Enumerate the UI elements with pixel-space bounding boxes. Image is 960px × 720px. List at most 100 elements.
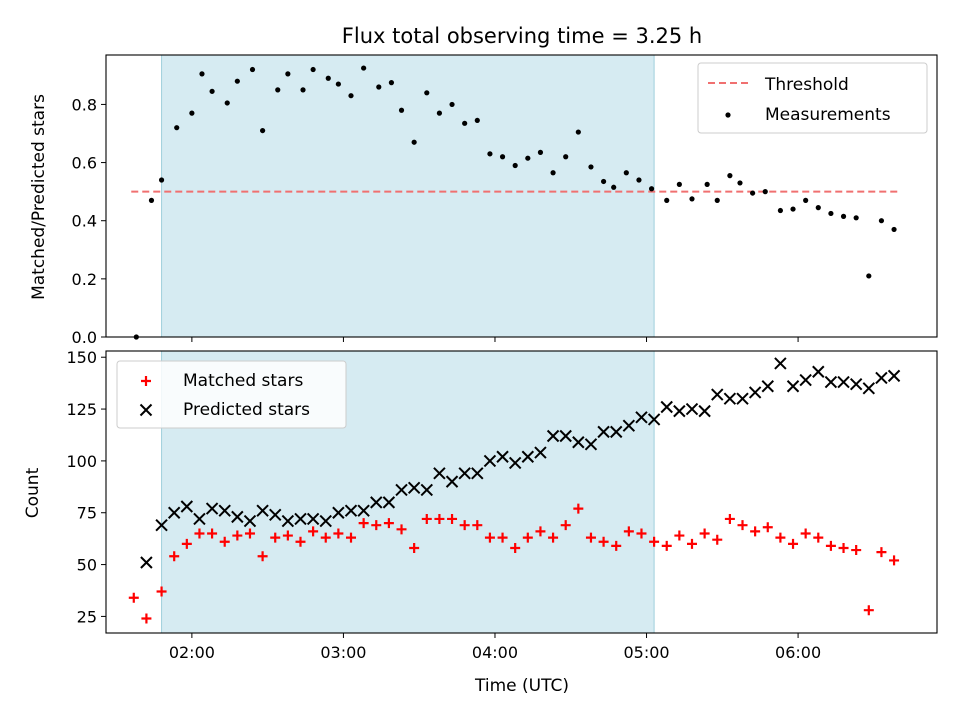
- measurement-point: [550, 170, 556, 176]
- predicted-stars-point: [496, 450, 509, 463]
- predicted-stars-point: [445, 475, 459, 488]
- measurement-point: [174, 125, 180, 131]
- predicted-stars-point: [471, 467, 484, 480]
- matched-stars-point: [863, 605, 874, 616]
- predicted-stars-point: [711, 388, 724, 401]
- predicted-stars-point: [180, 500, 194, 513]
- measurement-point: [189, 110, 195, 116]
- measurement-point: [275, 87, 281, 93]
- matched-stars-point: [459, 520, 470, 531]
- predicted-stars-point: [622, 419, 636, 432]
- bottom-y-tick-label: 100: [66, 452, 97, 471]
- matched-stars-point: [169, 551, 180, 562]
- measurement-point: [575, 129, 581, 135]
- top-y-axis-label: Matched/Predicted stars: [29, 94, 49, 300]
- matched-stars-point: [724, 513, 735, 524]
- matched-stars-point: [813, 532, 824, 543]
- matched-stars-point: [686, 538, 697, 549]
- measurement-point: [260, 127, 266, 134]
- matched-stars-point: [712, 534, 723, 545]
- measurement-point: [285, 71, 291, 77]
- legend-matched-swatch: [141, 376, 151, 386]
- top-y-tick-label: 0.8: [72, 95, 97, 114]
- matched-stars-point: [611, 540, 622, 551]
- matched-stars-point: [232, 530, 243, 541]
- bottom-y-tick-label: 75: [77, 504, 97, 523]
- predicted-stars-point: [370, 496, 383, 509]
- predicted-stars-point: [382, 496, 396, 509]
- measurement-point: [310, 66, 316, 73]
- measurement-point: [411, 139, 417, 145]
- predicted-stars-point: [610, 425, 623, 439]
- measurement-point: [388, 80, 395, 86]
- measurement-point: [636, 177, 642, 183]
- matched-stars-point: [788, 538, 799, 549]
- matched-stars-point: [889, 555, 900, 566]
- predicted-stars-point: [584, 438, 598, 451]
- matched-stars-point: [762, 522, 773, 533]
- matched-stars-point: [295, 536, 306, 547]
- predicted-stars-point: [647, 413, 661, 426]
- matched-stars-point: [219, 536, 230, 547]
- predicted-stars-point: [205, 502, 219, 515]
- matched-stars-point: [737, 520, 748, 531]
- x-tick-label: 03:00: [320, 643, 366, 662]
- measurement-point: [499, 154, 506, 160]
- matched-stars-point: [396, 524, 407, 535]
- measurement-point: [648, 186, 655, 192]
- measurement-point: [449, 101, 455, 108]
- matched-stars-point: [270, 532, 281, 543]
- predicted-stars-point: [140, 556, 153, 569]
- bottom-y-tick-label: 125: [66, 400, 97, 419]
- measurement-point: [853, 215, 859, 221]
- predicted-stars-point: [761, 380, 774, 393]
- top-y-tick-label: 0.4: [72, 212, 97, 231]
- bottom-legend: Matched stars Predicted stars: [116, 360, 347, 429]
- measurement-point: [436, 110, 443, 116]
- matched-stars-point: [434, 513, 445, 524]
- predicted-stars-point: [281, 514, 295, 528]
- matched-stars-point: [333, 528, 344, 539]
- x-tick-label: 04:00: [472, 643, 518, 662]
- bottom-series-x: [140, 357, 901, 569]
- matched-stars-point: [282, 530, 293, 541]
- measurement-point: [148, 197, 155, 203]
- measurement-point: [300, 87, 306, 93]
- legend-box: [116, 360, 347, 429]
- bottom-y-axis-label: Count: [23, 467, 43, 518]
- predicted-stars-point: [572, 436, 585, 449]
- measurement-point: [803, 197, 809, 203]
- measurement-point: [727, 173, 733, 179]
- matched-stars-point: [141, 613, 152, 624]
- matched-stars-point: [585, 532, 596, 543]
- predicted-stars-point: [660, 400, 673, 414]
- matched-stars-point: [661, 540, 672, 551]
- matched-stars-point: [320, 532, 331, 543]
- predicted-stars-point: [256, 504, 269, 517]
- measurement-point: [891, 226, 897, 233]
- matched-stars-point: [573, 503, 584, 514]
- legend-measurements-label: Measurements: [765, 105, 891, 125]
- predicted-stars-point: [837, 375, 850, 389]
- matched-stars-point: [346, 532, 357, 543]
- matched-stars-point: [383, 518, 394, 529]
- matched-stars-point: [207, 528, 218, 539]
- measurement-point: [335, 81, 341, 87]
- predicted-stars-point: [458, 467, 471, 480]
- matched-stars-point: [636, 528, 647, 539]
- predicted-stars-point: [812, 365, 825, 378]
- measurement-point: [815, 205, 821, 211]
- legend-measurements-swatch: [725, 112, 731, 118]
- measurement-point: [704, 181, 710, 187]
- matched-stars-point: [181, 538, 192, 549]
- matched-stars-point: [472, 520, 483, 531]
- legend-box: [697, 62, 928, 134]
- predicted-stars-point: [357, 504, 370, 517]
- measurement-point: [234, 78, 240, 84]
- measurement-point: [224, 100, 230, 106]
- predicted-stars-point: [559, 429, 572, 443]
- predicted-stars-point: [155, 518, 168, 532]
- matched-stars-point: [750, 526, 761, 537]
